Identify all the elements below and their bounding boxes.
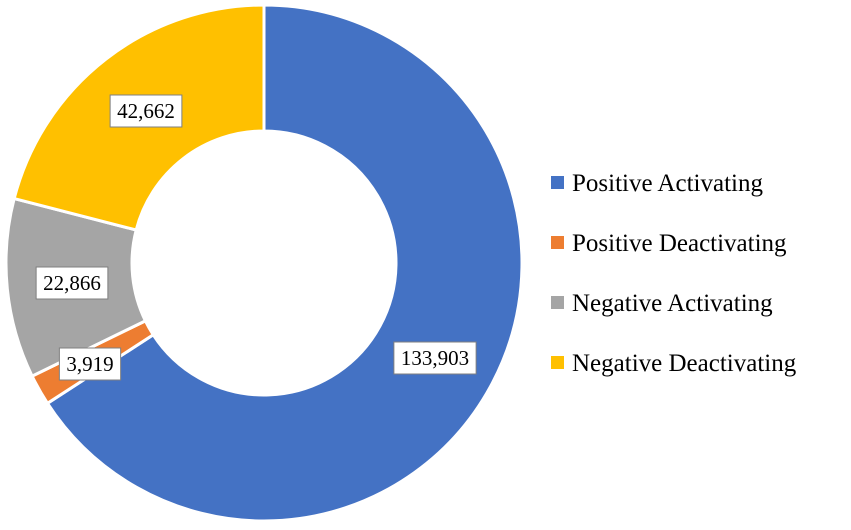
data-label-positive-activating: 133,903	[393, 341, 477, 375]
legend-label-negative-deactivating: Negative Deactivating	[572, 350, 797, 377]
data-label-text: 22,866	[43, 271, 101, 295]
data-label-text: 42,662	[117, 99, 175, 123]
legend-item-positive-deactivating: Positive Deactivating	[551, 230, 787, 257]
legend-swatch-negative-deactivating	[551, 356, 564, 369]
data-labels: 133,903 3,919 22,866 42,662	[35, 94, 477, 381]
slice-positive-activating	[45, 3, 524, 523]
legend: Positive Activating Positive Deactivatin…	[551, 170, 797, 377]
data-label-box	[109, 94, 183, 128]
data-label-box	[35, 266, 109, 300]
donut-slices	[4, 3, 524, 523]
legend-item-negative-activating: Negative Activating	[551, 290, 773, 317]
data-label-negative-deactivating: 42,662	[109, 94, 183, 128]
legend-item-negative-deactivating: Negative Deactivating	[551, 350, 797, 377]
data-label-box	[58, 347, 122, 381]
legend-swatch-positive-deactivating	[551, 236, 564, 249]
data-label-text: 3,919	[66, 352, 113, 376]
legend-swatch-positive-activating	[551, 176, 564, 189]
legend-item-positive-activating: Positive Activating	[551, 170, 763, 197]
legend-label-positive-activating: Positive Activating	[572, 170, 763, 197]
legend-label-positive-deactivating: Positive Deactivating	[572, 230, 787, 257]
data-label-positive-deactivating: 3,919	[58, 347, 122, 381]
legend-swatch-negative-activating	[551, 296, 564, 309]
legend-label-negative-activating: Negative Activating	[572, 290, 773, 317]
data-label-negative-activating: 22,866	[35, 266, 109, 300]
data-label-text: 133,903	[401, 346, 469, 370]
data-label-box	[393, 341, 477, 375]
